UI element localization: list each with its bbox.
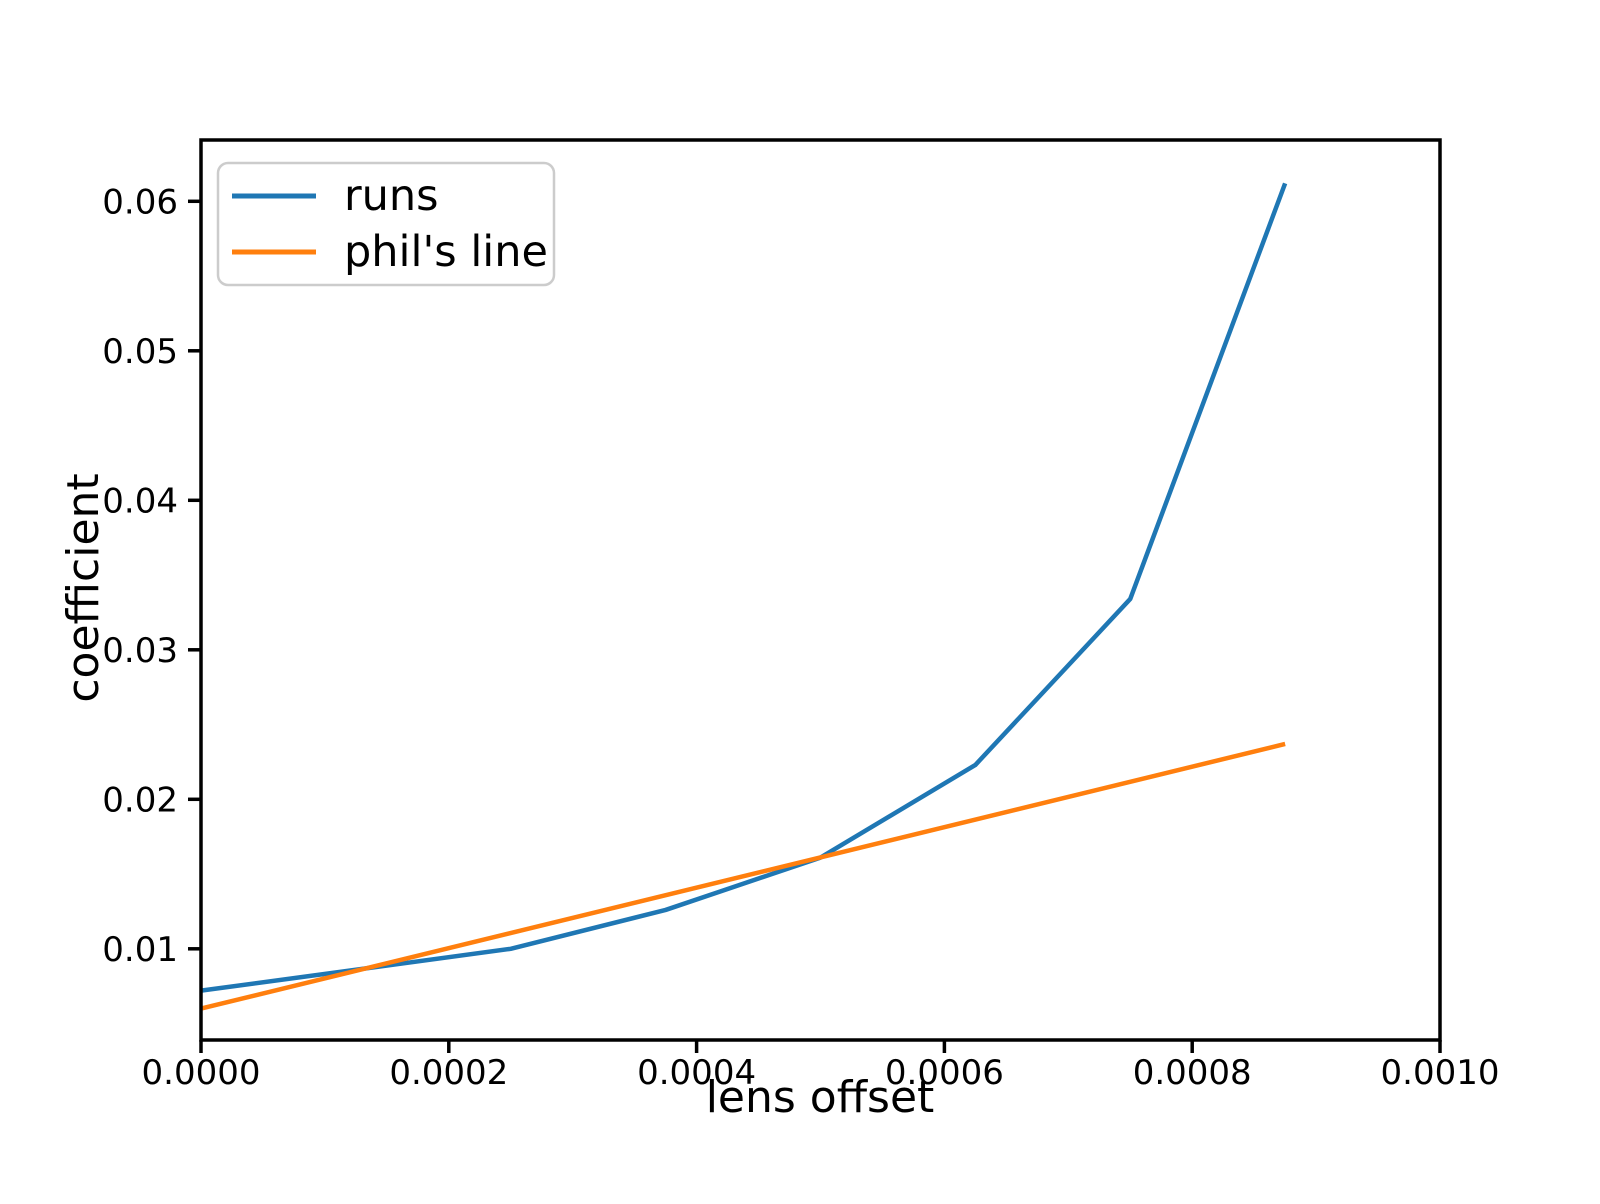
legend-entries: runs phil's line <box>232 171 548 277</box>
y-tick-label: 0.06 <box>102 182 178 222</box>
plot-border <box>199 138 1442 1042</box>
x-tick-label: 0.0008 <box>1133 1053 1252 1093</box>
x-axis-label: lens offset <box>706 1072 935 1123</box>
y-axis-label: coefficient <box>58 473 109 702</box>
legend-label: runs <box>344 171 439 221</box>
y-tick-label: 0.01 <box>102 930 178 970</box>
y-tick-label: 0.04 <box>102 481 178 521</box>
series-layer <box>200 182 1288 1011</box>
legend: runs phil's line <box>216 161 556 287</box>
y-tick-label: 0.05 <box>102 332 178 372</box>
x-tick-label: 0.0010 <box>1381 1053 1500 1093</box>
y-axis-ticks: 0.01 0.02 0.03 0.04 0.05 0.06 <box>102 182 201 970</box>
series-line-0 <box>200 182 1288 993</box>
x-tick-label: 0.0004 <box>637 1053 756 1093</box>
legend-label: phil's line <box>344 227 548 277</box>
series-line-1 <box>200 741 1286 1011</box>
x-tick-label: 0.0002 <box>389 1053 508 1093</box>
x-axis-ticks: 0.0000 0.0002 0.0004 0.0006 0.0008 0.0010 <box>142 1040 1500 1093</box>
y-tick-label: 0.03 <box>102 631 178 671</box>
x-tick-label: 0.0006 <box>885 1053 1004 1093</box>
x-tick-label: 0.0000 <box>142 1053 261 1093</box>
y-tick-label: 0.02 <box>102 780 178 820</box>
